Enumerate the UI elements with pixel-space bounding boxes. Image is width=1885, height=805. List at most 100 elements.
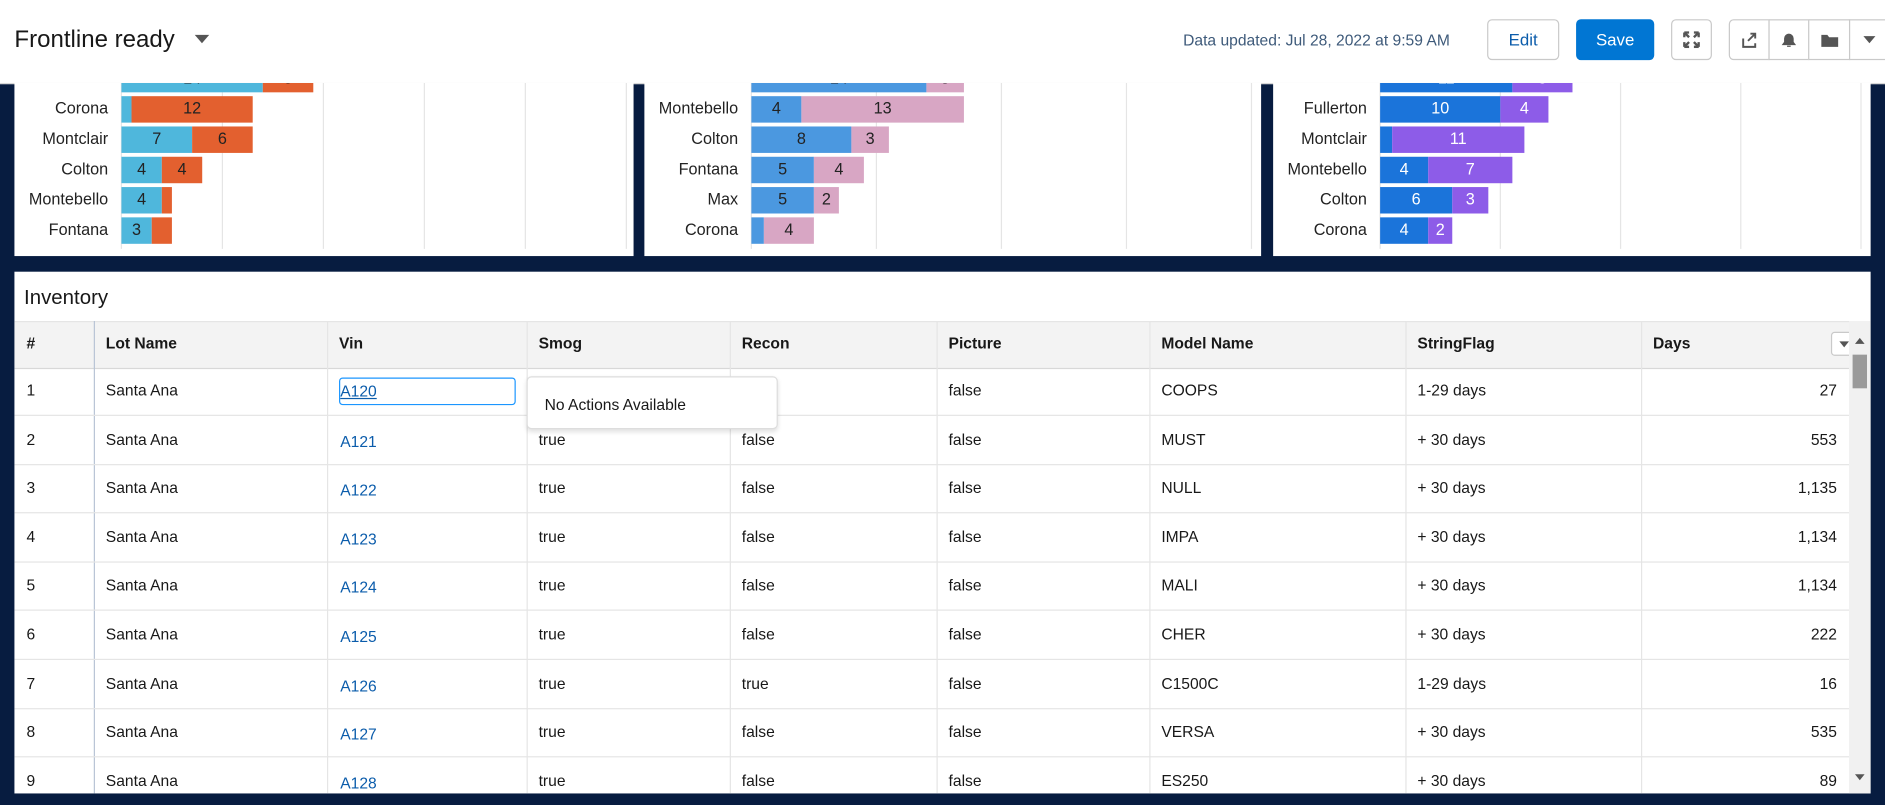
cell-text: false (741, 625, 775, 644)
column-header[interactable]: Lot Name (105, 334, 178, 353)
vin-link[interactable]: A121 (340, 432, 377, 451)
more-button[interactable] (1848, 19, 1885, 61)
cell-text: false (741, 722, 775, 741)
vin-link[interactable]: A123 (340, 529, 377, 548)
bar-value-label: 2 (822, 191, 831, 209)
edit-button[interactable]: Edit (1487, 19, 1560, 61)
bar-segment (763, 217, 814, 244)
bar-value-label: 4 (137, 191, 146, 209)
cell-text: 1 (26, 381, 36, 400)
bar-segment (1428, 217, 1453, 244)
share-button[interactable] (1728, 19, 1770, 61)
chart: 14 5 Corona 12 Montclair 7 6 Colton 4 4 Montebello… (29, 82, 627, 249)
row-divider (14, 512, 1849, 514)
row-divider (14, 609, 1849, 612)
bar-value-label: 3 (866, 130, 875, 148)
cell-text: 4 (26, 527, 36, 546)
bar-value-label: 11 (1438, 83, 1455, 87)
cell-text: false (741, 576, 775, 595)
cell-text: 16 (1819, 673, 1837, 692)
cell-text: Santa Ana (105, 625, 178, 644)
category-label: Corona (55, 100, 109, 118)
column-header[interactable]: Smog (538, 334, 583, 353)
bar-segment (1428, 156, 1513, 184)
cell-text: 1-29 days (1417, 381, 1487, 400)
vin-link[interactable]: A122 (340, 481, 377, 500)
cell-text: true (538, 625, 566, 644)
scrollbar-parts (1852, 337, 1868, 781)
category-label: Montebello (659, 100, 738, 118)
bar-value-label: 10 (1431, 100, 1449, 118)
bar-value-label: 12 (183, 100, 201, 118)
bar-segment (813, 156, 864, 184)
bar-value-label: 13 (874, 100, 892, 118)
column-divider (326, 320, 329, 794)
bar-value-label: 4 (772, 100, 781, 118)
cell-text: Santa Ana (105, 527, 178, 546)
category-label: Corona (1314, 221, 1368, 239)
bar-value-label: 4 (1400, 160, 1409, 178)
bar-segment (121, 126, 193, 153)
bar-segment (1392, 126, 1525, 153)
data-updated: Data updated: Jul 28, 2022 at 9:59 AM (1183, 31, 1450, 50)
cell-text: Santa Ana (105, 381, 178, 400)
save-button[interactable]: Save (1576, 19, 1655, 61)
vin-link[interactable]: A120 (340, 382, 377, 401)
bar-segment (751, 82, 927, 93)
cell-text: false (948, 771, 982, 790)
title-dropdown[interactable] (192, 34, 211, 46)
row-divider (14, 658, 1849, 661)
column-header[interactable]: StringFlag (1417, 334, 1495, 353)
chart-panel: 14 3 Montebello 4 13 Colton 8 3 Fontana 5 4 Max 5 2 Co… (644, 82, 1262, 257)
vin-link[interactable]: A125 (340, 627, 377, 646)
bar-segment (926, 82, 964, 93)
cell-text: 89 (1819, 771, 1837, 790)
row-divider (14, 707, 1849, 709)
bar-segment (1452, 187, 1489, 214)
cell-text: false (741, 429, 775, 448)
cell-text: + 30 days (1417, 527, 1486, 546)
cell-text: true (538, 576, 566, 595)
bar-value-label: 3 (941, 83, 950, 87)
category-label: Colton (691, 130, 738, 148)
bar-value-label: 8 (797, 130, 806, 148)
column-divider (526, 320, 528, 794)
scrollbar[interactable] (1848, 320, 1871, 794)
cell-text: MUST (1161, 429, 1206, 448)
cell-text: + 30 days (1417, 625, 1486, 644)
cell-text: CHER (1161, 625, 1206, 644)
bar-segment (1380, 82, 1513, 93)
folder-button[interactable] (1808, 19, 1851, 61)
column-header[interactable]: Days (1653, 334, 1691, 353)
fullscreen-button[interactable] (1671, 19, 1712, 61)
vin-link[interactable]: A124 (340, 578, 377, 597)
vin-link[interactable]: A128 (340, 773, 377, 793)
bar-segment (751, 187, 814, 214)
bar-segment (121, 187, 162, 214)
inventory-panel: Inventory # Lot Name Vin Smog Recon Picture Mo… (14, 271, 1871, 794)
category-label: Max (708, 191, 739, 209)
column-divider (1405, 320, 1407, 794)
vin-link[interactable]: A126 (340, 676, 377, 695)
cell-text: 2 (26, 429, 36, 448)
row-divider (14, 463, 1849, 465)
cell-text: false (948, 429, 982, 448)
cell-text: true (538, 527, 566, 546)
row-divider (14, 756, 1849, 758)
bar-value-label: 4 (834, 160, 843, 178)
bar-value-label: 3 (132, 221, 141, 239)
column-header[interactable]: Recon (741, 334, 790, 353)
subscribe-button[interactable] (1768, 19, 1810, 61)
bar-segment (262, 82, 314, 93)
column-header[interactable]: Model Name (1161, 334, 1254, 353)
column-divider (729, 320, 731, 794)
column-header[interactable]: Picture (948, 334, 1002, 353)
bar-value-label: 14 (183, 83, 201, 87)
bar-segment (1380, 126, 1393, 153)
vin-link[interactable]: A127 (340, 725, 377, 744)
column-header[interactable]: Vin (339, 334, 364, 353)
icon (1839, 341, 1849, 348)
cell-text: true (538, 673, 566, 692)
column-header[interactable]: # (26, 334, 36, 353)
